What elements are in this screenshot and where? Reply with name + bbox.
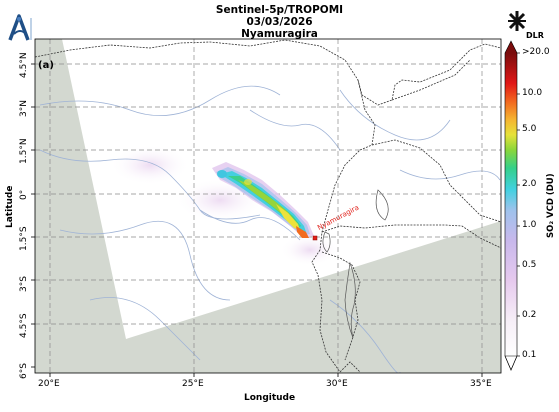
colorbar-tick-label: 1.0: [522, 220, 537, 230]
lat-tick-label: 0°: [19, 189, 29, 200]
colorbar-bottom-arrow: [504, 355, 518, 371]
colorbar-tick-label: >20.0: [522, 47, 550, 57]
x-axis-title: Longitude: [244, 393, 296, 403]
lon-tick-label: 30°E: [326, 379, 348, 389]
lat-tick-label: 6°S: [19, 363, 29, 379]
title-line-1: Sentinel-5p/TROPOMI: [215, 4, 344, 16]
country-borders: [35, 39, 501, 373]
map-area: [35, 39, 501, 373]
lon-tick-label: 25°E: [182, 379, 204, 389]
dlr-logo: DLR: [506, 10, 546, 44]
lon-tick-label: 35°E: [470, 379, 492, 389]
volcano-marker: [312, 235, 318, 241]
colorbar-tick-label: 10.0: [522, 88, 543, 98]
axis-ticks: [31, 63, 483, 377]
lat-tick-label: 3°S: [19, 276, 29, 292]
lat-tick-label: 4.5°N: [19, 52, 29, 78]
map-frame: [34, 38, 502, 374]
title-line-3: Nyamuragira: [241, 28, 318, 40]
so2-plume: [212, 162, 314, 238]
dlr-logo-text: DLR: [526, 31, 544, 40]
lat-tick-label: 4.5°S: [19, 313, 29, 338]
panel-tag: (a): [38, 60, 54, 71]
agency-a-logo-icon: [8, 14, 32, 41]
colorbar-tick-label: 0.5: [522, 260, 537, 270]
lon-tick-label: 20°E: [38, 379, 60, 389]
title-line-2: 03/03/2026: [246, 16, 313, 28]
colorbar-ticks: [517, 52, 520, 357]
colorbar-tick-label: 0.2: [522, 310, 537, 320]
colorbar-tick-label: 2.0: [522, 179, 537, 189]
colorbar-gradient: [505, 53, 517, 356]
colorbar-tick-label: 5.0: [522, 124, 537, 134]
colorbar-tick-label: 0.1: [522, 350, 537, 360]
dlr-logo-icon: [508, 11, 526, 31]
lakes: [322, 189, 389, 339]
lat-tick-label: 1.5°N: [19, 138, 29, 164]
rivers: [39, 85, 501, 373]
lat-tick-label: 3°N: [19, 100, 29, 117]
colorbar-title: SO₂ VCD (DU): [546, 173, 556, 238]
lat-tick-label: 1.5°S: [19, 226, 29, 251]
satellite-swath: [62, 39, 501, 339]
colorbar-top-arrow: [505, 41, 517, 53]
y-axis-title: Latitude: [5, 185, 15, 228]
